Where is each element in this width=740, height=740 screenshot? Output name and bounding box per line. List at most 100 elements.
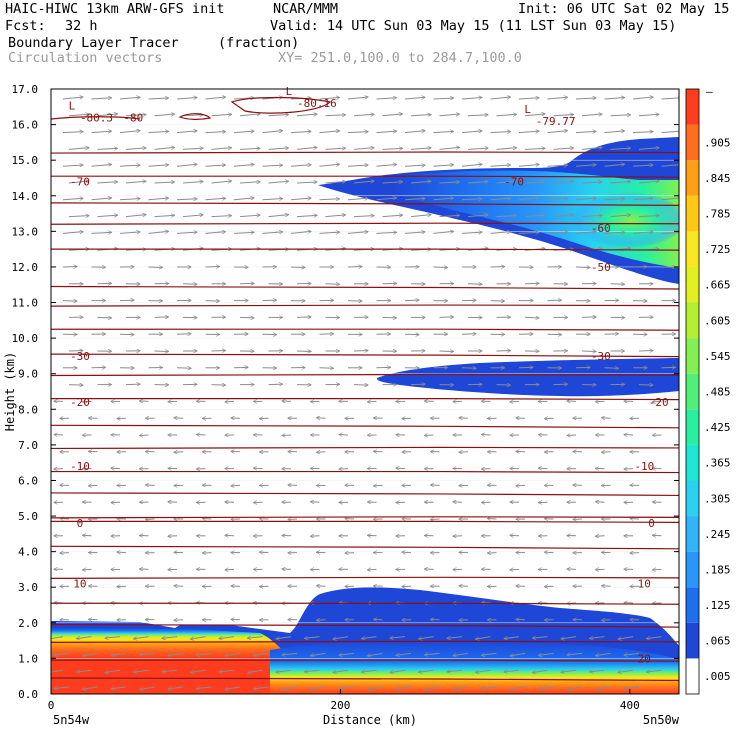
circulation-vector [461,199,482,200]
chart-title: HAIC-HIWC 13km ARW-GFS init [5,1,225,17]
circulation-vector [148,98,169,99]
circulation-vector [111,652,127,655]
circulation-vector [590,670,605,672]
circulation-vector [168,686,184,689]
circulation-vector [439,147,460,150]
contour-label: -30 [591,350,611,363]
colorbar-label: .785 [704,208,731,221]
circulation-vector [610,148,631,149]
circulation-vector [211,148,232,150]
circulation-vector [504,636,520,639]
circulation-vector [347,165,368,166]
circulation-vector [368,686,383,689]
circulation-vector [647,636,662,639]
circulation-vector [604,164,625,167]
field-name: Boundary Layer Tracer [8,35,179,51]
circulation-vector [382,148,403,149]
circulation-vector [119,232,140,234]
circulation-vector [404,97,425,99]
colorbar-label: .065 [704,635,731,648]
circulation-vector [575,131,596,132]
circulation-vector [596,686,611,689]
circulation-vector [461,131,482,133]
colorbar-label: .305 [704,492,731,505]
temperature-contour [51,424,679,429]
circulation-vector [490,165,511,166]
circulation-vector [347,132,368,133]
circulation-vector [54,653,70,655]
circulation-vector [547,97,568,99]
circulation-vector [496,148,517,150]
circulation-vector [467,115,488,116]
tracer-middle [376,358,679,397]
circulation-vector [233,131,254,133]
circulation-vector [111,687,127,689]
circulation-vector [347,97,368,100]
circulation-vector [176,232,197,233]
circulation-vector [296,114,317,116]
colorbar-swatch [686,160,699,196]
circulation-vector [604,232,625,233]
colorbar-swatch [686,480,699,517]
circulation-vector [504,670,520,672]
circulation-vector [419,636,434,639]
y-axis-label: Height (km) [3,352,17,431]
circulation-vector [496,114,517,116]
minimum-value: -80.3 [80,111,113,124]
colorbar-label: .605 [704,314,731,327]
circulation-vector [518,164,539,166]
circulation-vector [119,165,140,166]
circulation-vector [353,148,374,150]
colorbar-label: .485 [704,386,731,399]
circulation-vector [62,132,83,133]
temperature-contour [51,222,679,225]
circulation-vector [490,97,511,100]
circulation-vector [62,198,83,200]
circulation-vector [661,98,679,99]
circulation-vector [205,132,226,133]
temperature-contour [51,576,679,579]
circulation-vector [490,132,511,133]
circulation-vector [624,687,640,689]
circulation-vector [547,199,568,200]
circulation-vector [638,181,659,184]
circulation-vector [553,148,574,150]
circulation-vector [325,182,346,184]
temperature-contour [51,640,679,643]
circulation-vector [296,182,317,183]
x-end-label-right: 5n50w [643,713,680,727]
colorbar-label: .245 [704,528,731,541]
circulation-vector [638,216,659,217]
circulation-vector [305,637,320,639]
circulation-vector [419,669,434,672]
circulation-vector [105,669,121,672]
temperature-contour [51,602,679,605]
circulation-vector [262,165,283,166]
circulation-vector [404,232,425,234]
circulation-vector [290,165,311,167]
circulation-vector [62,232,83,234]
circulation-vector [404,131,425,134]
circulation-vector [233,164,254,166]
colorbar-top-label: – [706,85,713,98]
colorbar-swatch [686,551,699,588]
circulation-vector [211,114,232,116]
circulation-vector [376,131,397,133]
circulation-vector [461,232,482,233]
colorbar-label: .185 [704,563,731,576]
circulation-vector [325,115,346,116]
y-tick-label: 1.0 [18,652,38,665]
y-tick-label: 8.0 [18,403,38,416]
circulation-vector [453,652,469,655]
contour-min-left [51,116,141,120]
circulation-vector [68,216,89,217]
circulation-vector [376,164,397,166]
y-tick-label: 4.0 [18,546,38,559]
circulation-vector [254,687,269,689]
circulation-vector [77,670,92,672]
circulation-vector [191,669,206,672]
circulation-vector [168,652,184,655]
circulation-vector [382,182,403,183]
colorbar-label: .005 [704,670,731,683]
xy-range: XY= 251.0,100.0 to 284.7,100.0 [278,50,522,66]
